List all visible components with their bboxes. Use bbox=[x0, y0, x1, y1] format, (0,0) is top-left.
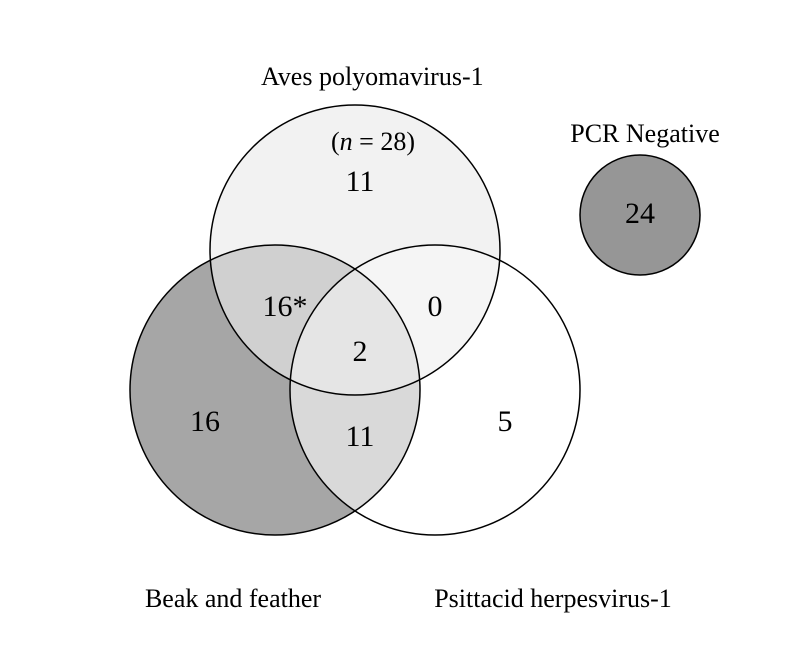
venn-diagram: Aves polyomavirus-1 (n = 28) PCR Negativ… bbox=[0, 0, 788, 649]
label-negative: PCR Negative bbox=[540, 118, 750, 151]
value-negative: 24 bbox=[615, 197, 665, 231]
label-A-n: (n = 28) bbox=[331, 127, 415, 156]
value-A-only: 11 bbox=[335, 165, 385, 199]
value-BC-only: 11 bbox=[330, 420, 390, 454]
label-C-name: Psittacid herpesvirus-1 bbox=[434, 584, 672, 613]
value-B-only: 16 bbox=[175, 405, 235, 439]
value-C-only: 5 bbox=[480, 405, 530, 439]
value-ABC: 2 bbox=[335, 335, 385, 369]
label-A-name: Aves polyomavirus-1 bbox=[261, 62, 484, 91]
value-AB-only: 16* bbox=[245, 290, 325, 324]
label-C: Psittacid herpesvirus-1 (n = 18) bbox=[380, 550, 700, 649]
label-B: Beak and feather disease virus (n = 46) bbox=[60, 550, 380, 649]
label-B-line1: Beak and feather bbox=[145, 584, 321, 613]
value-AC-only: 0 bbox=[410, 290, 460, 324]
